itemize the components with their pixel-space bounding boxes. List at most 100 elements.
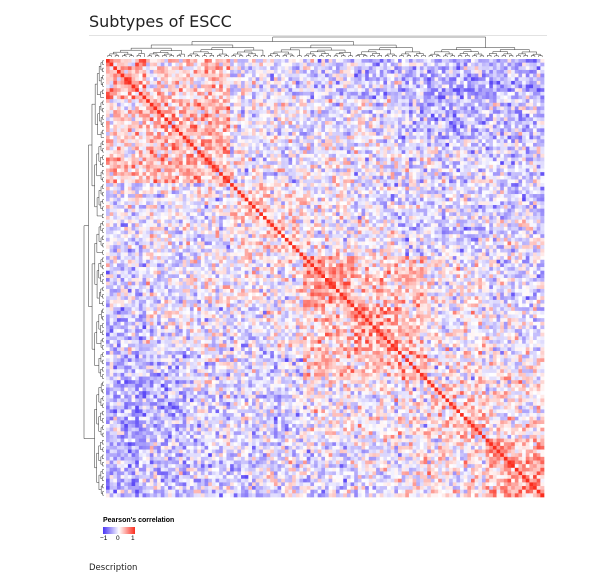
heatmap-cell	[164, 197, 169, 202]
heatmap-cell	[500, 157, 505, 162]
heatmap-cell	[346, 102, 351, 107]
heatmap-cell	[266, 186, 271, 191]
heatmap-cell	[496, 88, 501, 93]
heatmap-cell	[266, 179, 271, 184]
heatmap-cell	[398, 161, 402, 166]
heatmap-cell	[241, 183, 246, 188]
heatmap-cell	[536, 146, 541, 151]
heatmap-cell	[252, 110, 256, 115]
heatmap-cell	[233, 102, 238, 107]
heatmap-cell	[109, 161, 114, 166]
heatmap-cell	[434, 66, 439, 71]
heatmap-cell	[500, 194, 505, 199]
heatmap-cell	[208, 190, 213, 195]
heatmap-cell	[179, 183, 183, 188]
heatmap-cell	[427, 146, 432, 151]
heatmap-cell	[113, 117, 118, 122]
heatmap-cell	[189, 153, 194, 158]
heatmap-cell	[142, 186, 147, 191]
heatmap-cell	[153, 102, 158, 107]
heatmap-cell	[343, 168, 348, 173]
heatmap-cell	[332, 84, 337, 89]
heatmap-cell	[335, 179, 340, 184]
heatmap-cell	[492, 161, 497, 166]
heatmap-cell	[430, 99, 435, 104]
heatmap-cell	[222, 135, 227, 140]
heatmap-cell	[270, 121, 275, 126]
heatmap-cell	[281, 91, 286, 96]
heatmap-cell	[317, 62, 322, 67]
heatmap-cell	[131, 194, 136, 199]
dendrogram-branch	[107, 55, 112, 57]
heatmap-cell	[255, 135, 260, 140]
heatmap-cell	[244, 153, 249, 158]
heatmap-cell	[394, 186, 399, 191]
heatmap-cell	[230, 84, 235, 89]
heatmap-cell	[390, 186, 395, 191]
heatmap-cell	[241, 135, 246, 140]
heatmap-cell	[365, 157, 370, 162]
heatmap-cell	[452, 110, 457, 115]
heatmap-cell	[449, 150, 454, 155]
heatmap-cell	[138, 142, 143, 147]
heatmap-cell	[189, 88, 194, 93]
heatmap-cell	[412, 142, 417, 147]
heatmap-cell	[314, 197, 319, 202]
heatmap-cell	[116, 175, 121, 180]
heatmap-cell	[467, 117, 472, 122]
heatmap-cell	[186, 190, 191, 195]
heatmap-cell	[241, 157, 246, 162]
heatmap-cell	[372, 128, 377, 133]
heatmap-cell	[398, 132, 402, 136]
heatmap-cell	[452, 150, 457, 155]
heatmap-cell	[149, 102, 154, 107]
heatmap-cell	[109, 113, 114, 118]
heatmap-cell	[471, 142, 475, 147]
heatmap-cell	[416, 190, 421, 195]
heatmap-cell	[295, 197, 300, 202]
heatmap-cell	[503, 186, 508, 191]
heatmap-cell	[168, 110, 173, 115]
heatmap-cell	[273, 95, 278, 100]
heatmap-cell	[270, 135, 275, 140]
heatmap-cell	[226, 157, 231, 162]
heatmap-cell	[241, 179, 246, 184]
heatmap-cell	[343, 91, 348, 96]
heatmap-cell	[157, 190, 162, 195]
dendrogram-branch	[509, 55, 514, 57]
heatmap-cell	[325, 172, 329, 177]
heatmap-cell	[328, 80, 333, 85]
heatmap-cell	[120, 59, 125, 63]
heatmap-cell	[434, 62, 439, 67]
heatmap-cell	[211, 128, 216, 133]
heatmap-cell	[471, 62, 475, 67]
heatmap-cell	[496, 168, 501, 173]
heatmap-cell	[124, 117, 129, 122]
heatmap-cell	[339, 183, 344, 188]
heatmap-cell	[175, 99, 180, 104]
heatmap-cell	[160, 146, 165, 151]
heatmap-cell	[189, 110, 194, 115]
heatmap-cell	[478, 168, 483, 173]
heatmap-cell	[189, 164, 194, 169]
heatmap-cell	[215, 91, 220, 96]
heatmap-cell	[452, 117, 457, 122]
heatmap-cell	[514, 194, 519, 199]
heatmap-cell	[120, 175, 125, 180]
heatmap-cell	[434, 124, 439, 129]
dendrogram-branch	[102, 115, 104, 120]
heatmap-cell	[325, 113, 329, 118]
heatmap-cell	[474, 132, 479, 136]
heatmap-cell	[288, 113, 293, 118]
heatmap-cell	[474, 69, 479, 74]
heatmap-cell	[233, 99, 238, 104]
heatmap-cell	[295, 95, 300, 100]
heatmap-cell	[368, 183, 373, 188]
heatmap-cell	[368, 175, 373, 180]
heatmap-cell	[376, 175, 381, 180]
heatmap-cell	[120, 84, 125, 89]
heatmap-cell	[259, 153, 264, 158]
heatmap-cell	[376, 66, 381, 71]
heatmap-cell	[434, 175, 439, 180]
heatmap-cell	[171, 150, 176, 155]
